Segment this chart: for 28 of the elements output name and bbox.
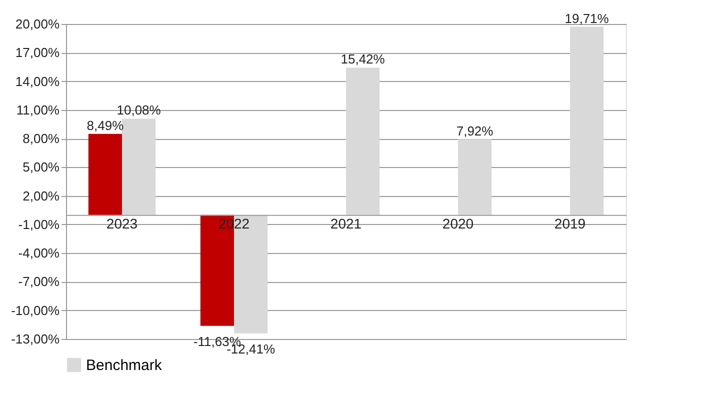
y-tick-label: 20,00% xyxy=(15,16,60,32)
y-tick-label: -10,00% xyxy=(11,302,60,318)
bar xyxy=(458,139,492,215)
x-tick-label: 2020 xyxy=(442,215,474,232)
x-tick-label: 2022 xyxy=(218,215,250,232)
y-tick-label: -13,00% xyxy=(11,332,60,346)
y-tick-label: -1,00% xyxy=(18,216,60,232)
bar xyxy=(346,68,380,215)
y-tick-label: 17,00% xyxy=(15,45,60,60)
y-tick-label: 14,00% xyxy=(15,74,60,89)
y-tick-label: 11,00% xyxy=(16,102,60,118)
bar xyxy=(570,26,604,215)
x-tick-label: 2019 xyxy=(554,215,586,232)
bar xyxy=(122,118,156,215)
x-tick-label: 2021 xyxy=(330,215,362,232)
y-tick-label: -7,00% xyxy=(18,274,60,290)
data-label: 15,42% xyxy=(340,52,386,67)
y-tick-label: -4,00% xyxy=(18,246,60,261)
x-tick-label: 2023 xyxy=(106,215,138,232)
data-label: 7,92% xyxy=(456,123,494,138)
y-tick-label: 8,00% xyxy=(22,131,60,146)
y-tick-label: 5,00% xyxy=(22,160,60,175)
legend-label: Benchmark xyxy=(86,357,162,374)
bar xyxy=(88,134,122,215)
y-tick-label: 2,00% xyxy=(22,188,60,204)
data-label: 19,71% xyxy=(564,10,610,26)
data-label: 8,49% xyxy=(86,118,124,133)
data-label: 10,08% xyxy=(116,102,162,118)
